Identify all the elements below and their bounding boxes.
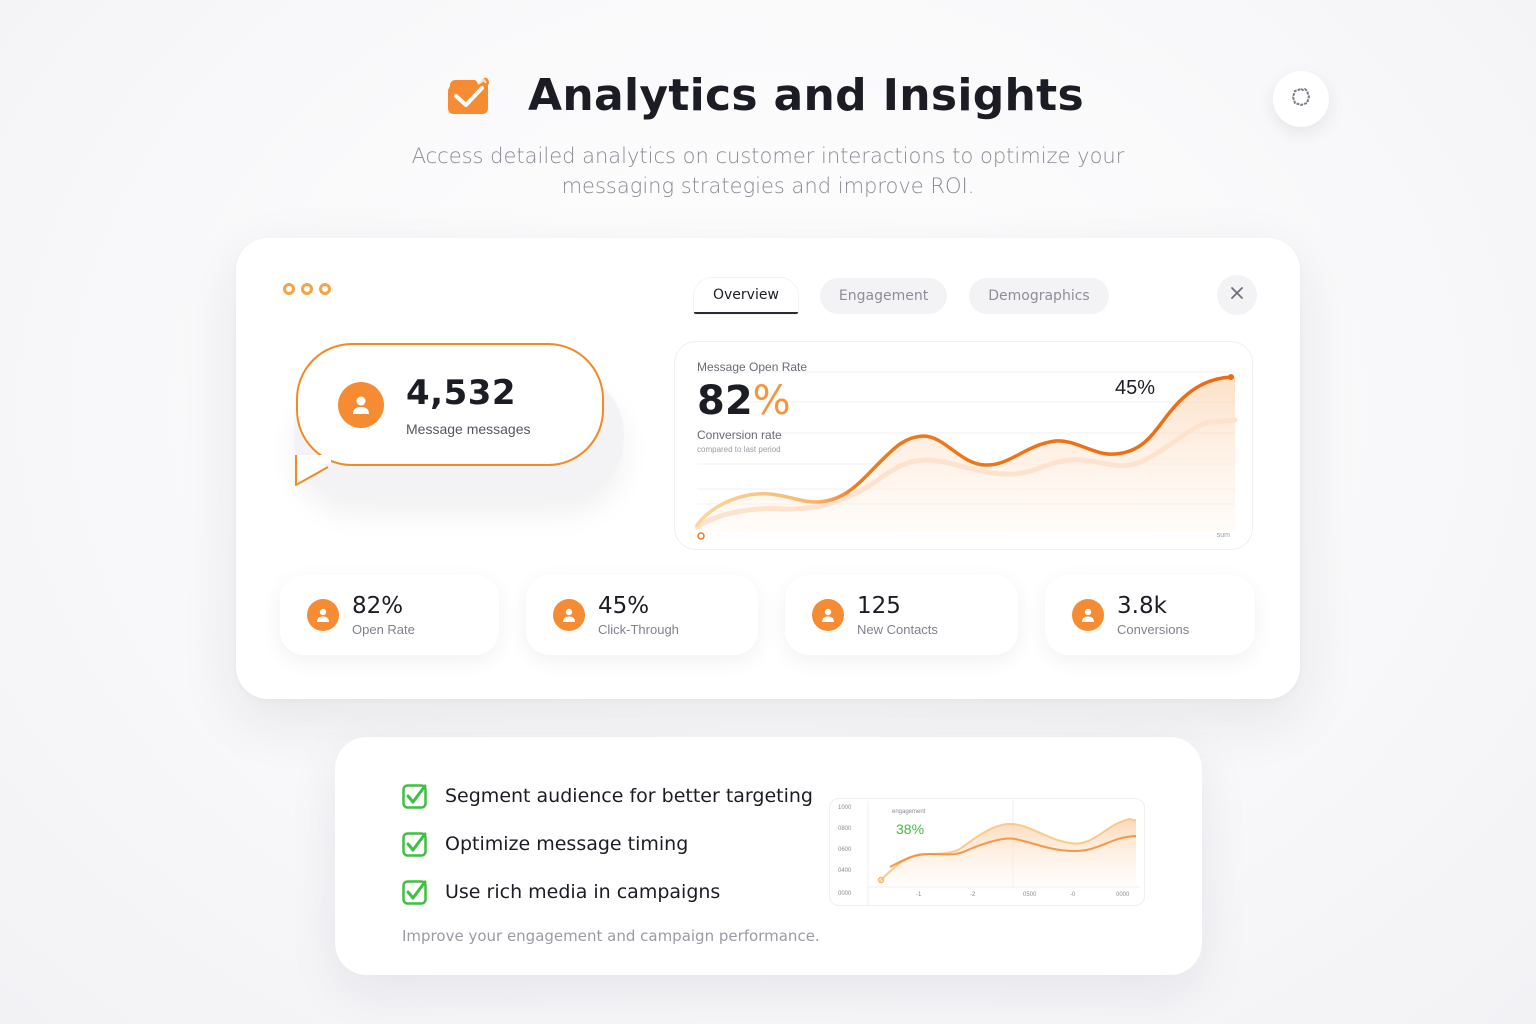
tip-text: Use rich media in campaigns (445, 881, 721, 903)
y-tick: 0800 (838, 826, 852, 832)
window-dots (283, 283, 331, 295)
stat-label: Conversions (1117, 622, 1190, 637)
chart-label: Message Open Rate (697, 360, 808, 374)
y-tick: 0400 (838, 868, 852, 874)
open-rate-chart: Message Open Rate 82% Conversion rate co… (674, 341, 1253, 550)
checkbox-checked-icon (402, 880, 427, 905)
tips-card: Segment audience for better targeting Op… (335, 737, 1202, 975)
mini-engagement-chart: engagement 38% 1000 0800 0600 0400 0000 … (829, 798, 1145, 906)
stat-label: Open Rate (352, 622, 415, 637)
y-tick: 0000 (838, 891, 852, 897)
chart-peak-label: 45% (1115, 377, 1156, 399)
user-avatar-icon (553, 599, 585, 631)
tab-demographics[interactable]: Demographics (969, 278, 1109, 314)
stat-label: Click-Through (598, 622, 679, 637)
chart-sublabel: Conversion rate (697, 428, 782, 442)
analytics-panel: 4,532 Message messages Overview Engageme… (236, 238, 1300, 699)
settings-button[interactable] (1273, 71, 1329, 127)
page-title: Analytics and Insights (528, 70, 1084, 121)
mini-chart-caption: engagement (892, 809, 926, 815)
chart-value-unit: % (752, 378, 791, 424)
chart-value-number: 82 (697, 378, 753, 424)
window-dot-icon (319, 283, 331, 295)
stats-row: 82% Open Rate 45% Click-Through 125 New Con… (280, 575, 1255, 655)
user-avatar-icon (812, 599, 844, 631)
tips-list: Segment audience for better targeting Op… (402, 772, 813, 916)
tips-footer: Improve your engagement and campaign per… (402, 927, 820, 945)
tab-engagement[interactable]: Engagement (819, 278, 948, 314)
speech-bubble: 4,532 Message messages (296, 343, 604, 466)
tab-overview[interactable]: Overview (694, 278, 798, 314)
close-button[interactable] (1217, 275, 1257, 315)
stat-value: 45% (598, 593, 650, 619)
x-tick: -1 (916, 892, 922, 898)
mini-area-chart (867, 801, 1140, 905)
page-header: Analytics and Insights Access detailed a… (0, 70, 1536, 201)
page-subtitle: Access detailed analytics on customer in… (0, 141, 1536, 201)
stat-card-new-contacts: 125 New Contacts (785, 575, 1018, 655)
checkbox-checked-icon (402, 832, 427, 857)
messages-highlight-card: 4,532 Message messages (294, 343, 624, 533)
stat-card-click-through: 45% Click-Through (526, 575, 758, 655)
gear-icon (1290, 86, 1312, 113)
tip-item: Use rich media in campaigns (402, 868, 813, 916)
x-tick: -2 (970, 892, 976, 898)
subtitle-line-1: Access detailed analytics on customer in… (411, 144, 1125, 168)
messages-count: 4,532 (406, 372, 517, 413)
x-tick: -0 (1070, 892, 1076, 898)
stat-value: 82% (352, 593, 404, 619)
bubble-tail (295, 455, 331, 486)
window-dot-icon (283, 283, 295, 295)
x-tick: 0500 (1023, 892, 1037, 898)
checkbox-checked-icon (402, 784, 427, 809)
tab-bar: Overview Engagement Demographics (694, 278, 1109, 314)
tip-text: Optimize message timing (445, 833, 689, 855)
chart-sublabel-small: compared to last period (697, 445, 781, 454)
stat-card-conversions: 3.8k Conversions (1045, 575, 1255, 655)
logo-icon (442, 74, 494, 118)
user-avatar-icon (307, 599, 339, 631)
chart-x-end-label: sum (1216, 532, 1230, 539)
user-avatar-icon (1072, 599, 1104, 631)
y-tick: 1000 (838, 805, 852, 811)
tip-text: Segment audience for better targeting (445, 785, 813, 807)
chart-value: 82% (697, 378, 791, 424)
y-tick: 0600 (838, 847, 852, 853)
stat-value: 3.8k (1117, 593, 1167, 619)
x-tick: 0000 (1116, 892, 1130, 898)
tip-item: Segment audience for better targeting (402, 772, 813, 820)
stat-value: 125 (857, 593, 901, 619)
subtitle-line-2: messaging strategies and improve ROI. (561, 174, 975, 198)
user-avatar-icon (338, 381, 384, 428)
tip-item: Optimize message timing (402, 820, 813, 868)
close-icon (1230, 286, 1244, 305)
window-dot-icon (301, 283, 313, 295)
stat-label: New Contacts (857, 622, 938, 637)
messages-label: Message messages (406, 420, 531, 437)
stat-card-open-rate: 82% Open Rate (280, 575, 499, 655)
line-chart (694, 371, 1238, 540)
mini-chart-value: 38% (896, 821, 925, 837)
